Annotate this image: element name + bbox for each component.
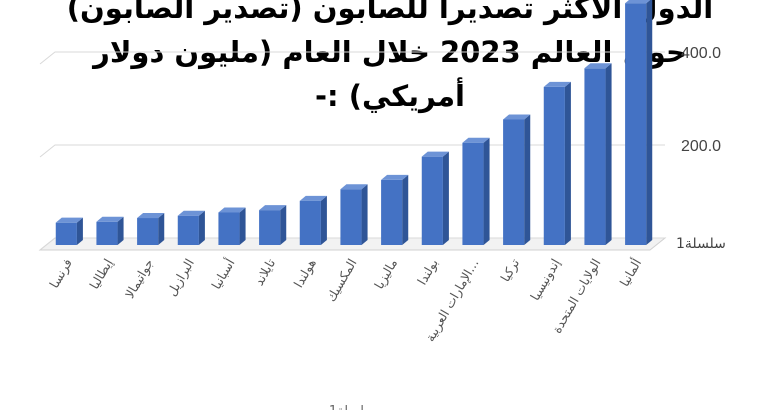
bar-top-face	[137, 213, 165, 219]
bar-front-face	[177, 215, 199, 245]
bar-front-face	[259, 210, 281, 245]
bar-top-face	[259, 205, 287, 211]
bar-side-face	[320, 195, 327, 245]
bar-side-face	[158, 213, 165, 245]
bar	[177, 210, 205, 245]
bar-front-face	[55, 222, 77, 245]
bar-top-face	[584, 63, 612, 69]
category-label: تركيا	[497, 256, 523, 285]
gridline	[39, 144, 665, 158]
bar	[381, 174, 409, 245]
bar	[299, 195, 327, 245]
bar-side-face	[402, 174, 409, 245]
category-label: البرازيل	[164, 256, 198, 299]
bar	[259, 205, 287, 245]
bar-top-face	[421, 151, 449, 157]
category-label: ألمانيا	[616, 256, 645, 289]
category-label: ماليزيا	[371, 256, 401, 292]
bar-front-face	[421, 156, 443, 245]
bar-front-face	[625, 3, 647, 246]
bar-front-face	[584, 68, 606, 245]
bar-top-face	[218, 207, 246, 213]
bar-front-face	[218, 212, 240, 245]
bar-top-face	[299, 195, 327, 201]
category-label: المكسيك	[323, 256, 359, 304]
bar-top-face	[381, 174, 409, 180]
bar-side-face	[117, 216, 124, 245]
category-label: هولندا	[291, 256, 320, 291]
category-label: فرنسا	[46, 256, 76, 291]
bar	[462, 137, 490, 245]
bar	[421, 151, 449, 245]
bar	[55, 217, 83, 245]
bar-side-face	[198, 210, 205, 245]
series-axis-label: سلسلة1	[676, 236, 726, 252]
bar	[96, 216, 124, 245]
bar-front-face	[137, 218, 159, 245]
bar-top-face	[55, 217, 83, 223]
bar-top-face	[503, 114, 531, 120]
bar-top-face	[543, 81, 571, 87]
bar-side-face	[239, 207, 246, 245]
bar	[625, 0, 653, 246]
bar-front-face	[462, 142, 484, 245]
bar-side-face	[361, 184, 368, 245]
title-line-1: الدول الأكثر تصديراً للصابون (تصدير الصا…	[66, 0, 714, 25]
bar-front-face	[503, 119, 525, 245]
bar	[340, 184, 368, 245]
bar-side-face	[280, 205, 287, 245]
bar-side-face	[564, 81, 571, 246]
category-label: بولندا	[414, 256, 442, 288]
category-label: إندونيسيا	[527, 256, 564, 303]
bar-side-face	[524, 114, 531, 245]
legend-label: سلسلة1	[329, 404, 375, 410]
bar	[584, 63, 612, 245]
category-label: إيطاليا	[86, 256, 115, 292]
bar-side-face	[442, 151, 449, 245]
category-label: جواتيمالا	[122, 256, 157, 301]
category-labels: فرنسا إيطاليا جواتيمالا البرازيل أسبانيا تايل…	[46, 256, 644, 345]
bar-side-face	[483, 137, 490, 245]
bar-side-face	[605, 63, 612, 245]
bar-top-face	[462, 137, 490, 143]
bar-front-face	[381, 179, 403, 245]
title-line-3: أمريكي) :-	[314, 79, 465, 113]
bar-side-face	[76, 217, 83, 245]
y-tick-label: 200.0	[681, 138, 721, 155]
bar-front-face	[96, 221, 118, 245]
bar	[503, 114, 531, 245]
category-label: تايلاند	[251, 256, 278, 288]
gridline	[39, 51, 665, 65]
bar-front-face	[543, 86, 565, 246]
gridline	[39, 237, 665, 251]
bars	[55, 0, 653, 246]
bar	[543, 81, 571, 246]
bar-top-face	[177, 210, 205, 216]
bar	[137, 213, 165, 245]
y-tick-label: 400.0	[681, 45, 721, 62]
category-label: أسبانيا	[207, 256, 237, 292]
bar	[218, 207, 246, 245]
bar-top-face	[340, 184, 368, 190]
bar-front-face	[299, 200, 321, 245]
bar-top-face	[625, 0, 651, 4]
bar-top-face	[96, 216, 124, 222]
bar-side-face	[646, 0, 653, 245]
bar-front-face	[340, 189, 362, 245]
